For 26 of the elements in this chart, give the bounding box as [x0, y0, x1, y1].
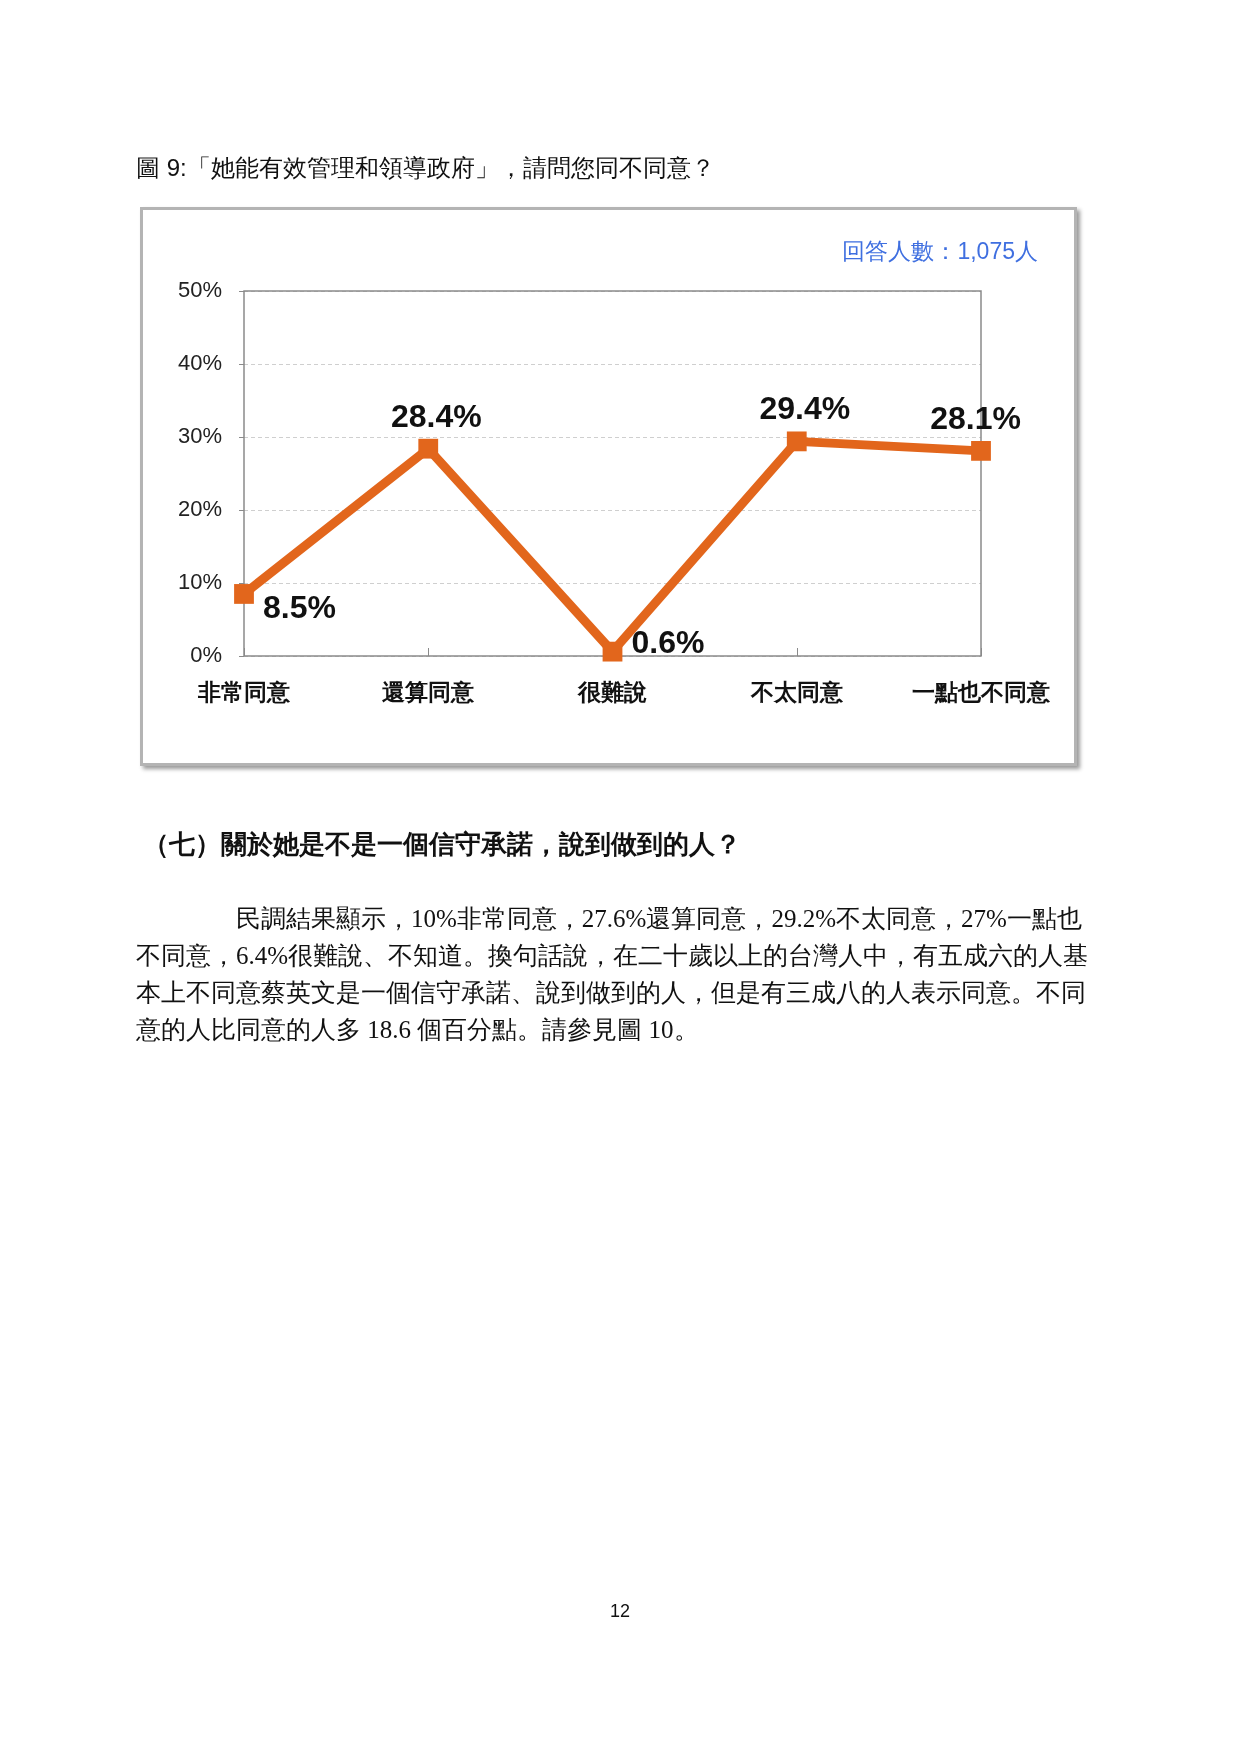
x-tick-label: 一點也不同意 [912, 679, 1051, 706]
data-label: 28.4% [390, 397, 482, 434]
point [786, 431, 807, 452]
y-tick-label: 40% [177, 350, 222, 376]
x-tick-label: 很難說 [577, 679, 647, 706]
y-tick-label: 10% [177, 569, 222, 595]
text: 12 [609, 1601, 631, 1622]
y-tick-label: 50% [177, 277, 222, 303]
data-label: 8.5% [263, 588, 336, 625]
text: 民調結果顯示，10%非常同意，27.6%還算同意，29.2%不太同意，27%一點也不同意，6.4%很難說、不知道。換句話說，在二十歲以上的台灣人中，有五成六的人基本上不同意蔡英文是一個信守承諾、說到做到的人，但是有三成八的人表示同意。不同意的人比同意的人多 18.6 個百分點。請參見圖 10。 [136, 904, 1090, 1045]
point [602, 641, 623, 662]
y-tick-label: 20% [177, 496, 222, 522]
y-tick-label: 0% [190, 642, 222, 668]
data-label: 28.1% [930, 399, 1021, 436]
y-tick-label: 30% [177, 423, 222, 449]
x-tick-label: 還算同意 [382, 679, 476, 706]
point [234, 584, 254, 604]
data-label: 0.6% [631, 623, 705, 660]
point [418, 438, 439, 459]
data-label: 29.4% [759, 390, 851, 427]
chart-title: 圖 9:「她能有效管理和領導政府」，請問您同不同意？ [136, 153, 715, 183]
x-tick-label: 非常同意 [197, 679, 291, 706]
text: （七）關於她是不是一個信守承諾，說到做到的人？ [143, 829, 741, 861]
text: 回答人數：1,075人 [842, 238, 1038, 265]
point [971, 440, 991, 461]
x-tick-label: 不太同意 [749, 679, 844, 706]
